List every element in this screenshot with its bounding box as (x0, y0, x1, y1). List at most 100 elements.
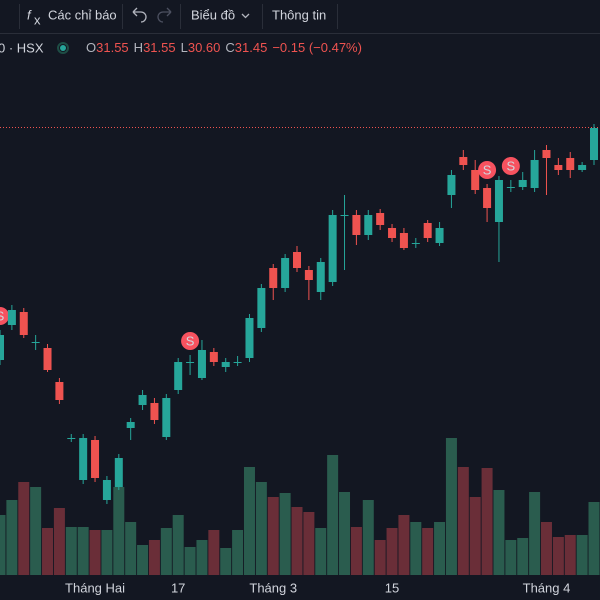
info-button[interactable]: Thông tin (272, 7, 326, 22)
status-dot (60, 45, 66, 51)
status-ring (57, 42, 69, 54)
candle-body (352, 215, 361, 235)
volume-bar (220, 548, 232, 575)
volume-bar (457, 467, 469, 575)
candle-body (102, 480, 111, 500)
volume-bar (564, 535, 576, 575)
volume-bar (184, 547, 196, 575)
candle-body (435, 228, 444, 243)
ohlc-label: C (225, 40, 234, 55)
candle-body (150, 403, 159, 420)
ohlc-value: 31.45 (235, 40, 268, 55)
candle-body (162, 398, 171, 437)
ohlc-value: 30.60 (188, 40, 221, 55)
volume-bar (6, 500, 18, 575)
volume-bar (576, 535, 588, 575)
redo-icon[interactable] (157, 7, 172, 23)
candle-body (328, 215, 337, 282)
candle-body (578, 165, 587, 170)
candle-body (67, 438, 76, 439)
candle-body (186, 362, 195, 363)
volume-bar (493, 490, 505, 575)
undo-icon[interactable] (132, 7, 147, 23)
candle-body (91, 440, 100, 478)
volume-bar (30, 487, 42, 575)
candle-body (447, 175, 456, 195)
volume-bar (303, 512, 315, 575)
volume-bar (113, 487, 125, 575)
volume-bar (398, 515, 410, 575)
volume-bar (505, 540, 517, 575)
candle-body (197, 350, 206, 378)
volume-bar (529, 492, 541, 575)
candle-body (269, 268, 278, 288)
volume-bar (267, 497, 279, 575)
volume-bar (137, 545, 149, 575)
chart-menu[interactable]: Biểu đồ (191, 7, 235, 22)
candle-body (126, 422, 135, 428)
candle-body (494, 180, 503, 222)
candle-body (506, 187, 515, 188)
volume-bar (540, 522, 552, 575)
signal-marker (501, 157, 520, 175)
x-tick-label: Tháng Hai (65, 580, 125, 595)
volume-bar (148, 540, 160, 575)
candle-body (423, 223, 432, 238)
change: −0.15 (−0.47%) (272, 40, 362, 55)
legend: 0 · HSX O31.55 H31.55 L30.60 C31.45 −0.15 (−… (0, 40, 362, 55)
volume-bar (125, 522, 137, 575)
x-tick-label: 15 (385, 580, 399, 595)
ohlc-value: 31.55 (143, 40, 176, 55)
volume-bar (588, 502, 600, 575)
candle-body (483, 188, 492, 208)
volume-bar (552, 537, 564, 575)
ohlc: O31.55 H31.55 L30.60 C31.45 −0.15 (−0.47%) (86, 40, 362, 55)
volume-bar (350, 527, 362, 575)
signal-marker (0, 307, 9, 325)
volume-bar (481, 468, 493, 575)
volume-bar (517, 538, 529, 575)
volume-bar (0, 515, 6, 575)
volume-bar (291, 507, 303, 575)
signal-label: S (186, 333, 195, 348)
volume-bar (386, 528, 398, 575)
candle-body (55, 382, 64, 400)
toolbar: f x Các chỉ báo Biểu đồ Thông tin (0, 4, 600, 34)
volume-bar (339, 492, 351, 575)
ohlc-label: O (86, 40, 96, 55)
candle-body (399, 233, 408, 248)
signal-label: S (507, 158, 516, 173)
chevron (241, 13, 250, 19)
candle-body (316, 262, 325, 292)
volume-bar (172, 515, 184, 575)
candle-body (114, 458, 123, 487)
candle-body (518, 180, 527, 187)
volume-bar (327, 455, 339, 575)
x-tick-label: Tháng 3 (249, 580, 297, 595)
fx-icon[interactable]: f (27, 7, 32, 22)
candle-body (388, 228, 397, 238)
volume-bar (18, 482, 30, 575)
ohlc-label: H (134, 40, 143, 55)
candle-body (340, 215, 349, 216)
volume-bar (42, 528, 54, 575)
candle-body (43, 348, 52, 370)
volume-bar (53, 508, 65, 575)
volume-bar (232, 530, 244, 575)
signal-label: S (0, 308, 5, 323)
indicators-button[interactable]: Các chỉ báo (48, 7, 117, 22)
volume-bar (196, 540, 208, 575)
candle-body (376, 213, 385, 225)
candle-body (174, 362, 183, 390)
candle-body (233, 362, 242, 363)
candle-body (554, 165, 563, 170)
candle-body (245, 318, 254, 358)
volume-bar (445, 438, 457, 575)
signal-label: S (483, 162, 492, 177)
ohlc-label: L (181, 40, 188, 55)
volume-bar (77, 527, 89, 575)
volume-bar (434, 522, 446, 575)
volume-bar (469, 497, 481, 575)
candle-body (542, 150, 551, 158)
